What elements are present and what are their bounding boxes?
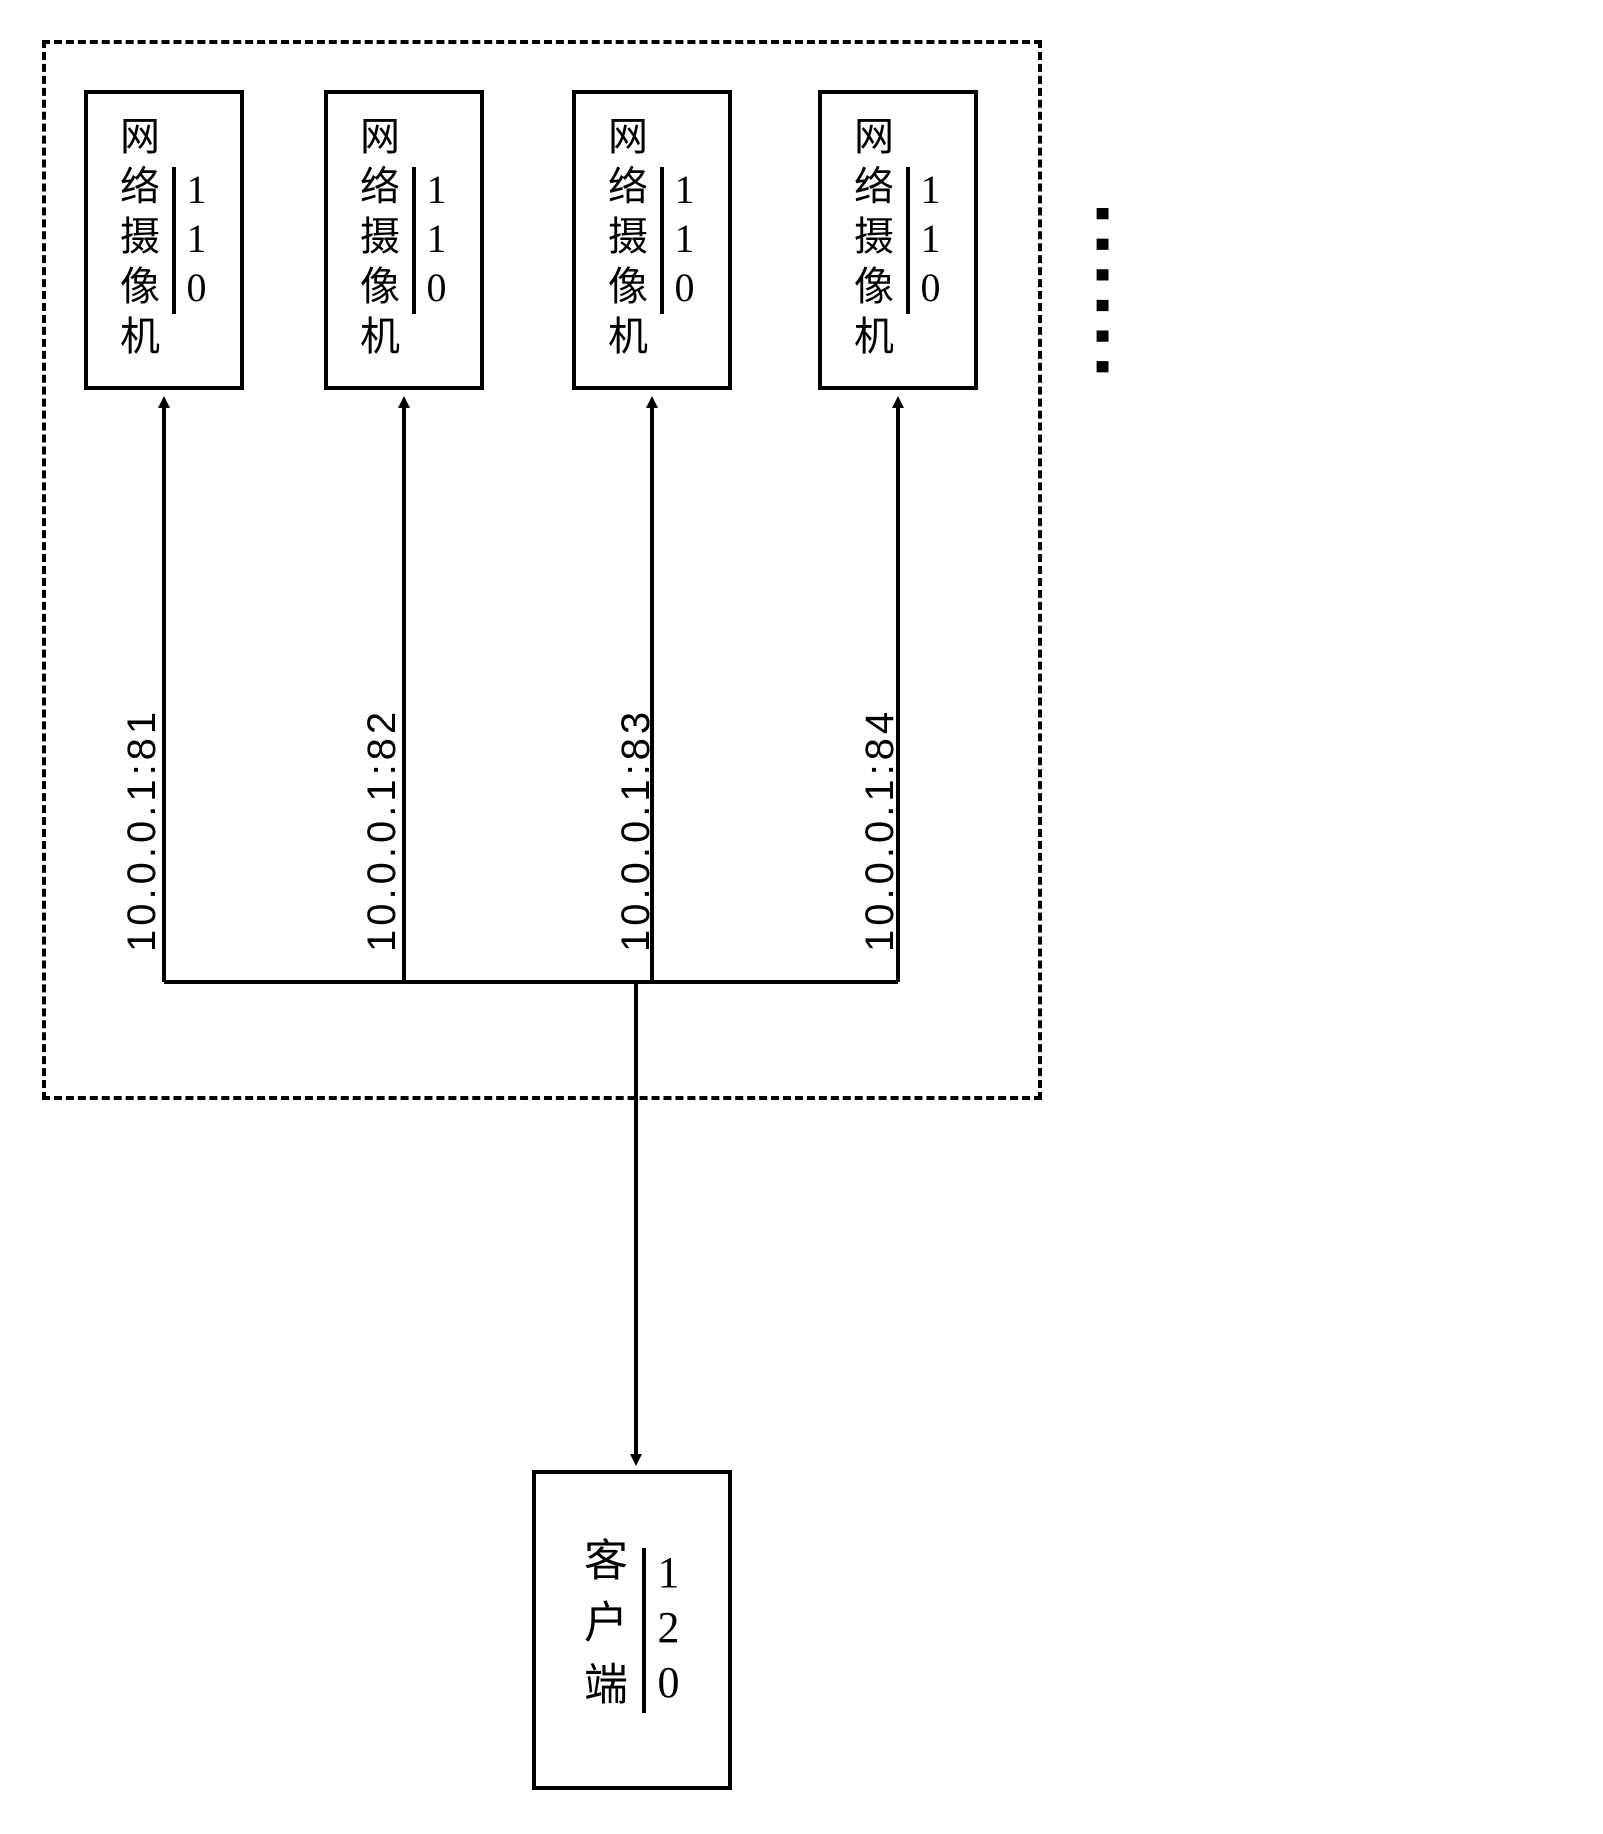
ellipsis-icon: ······ bbox=[1055, 194, 1147, 378]
camera-ref: 110 bbox=[907, 167, 954, 314]
ip-address-label: 10.0.0.1:84 bbox=[858, 708, 903, 952]
diagram-root: 网络摄像机 110 网络摄像机 110 网络摄像机 110 网络摄像机 110 … bbox=[42, 40, 1562, 1790]
camera-ref: 110 bbox=[661, 167, 708, 314]
camera-node: 网络摄像机 110 bbox=[324, 90, 484, 390]
camera-node: 网络摄像机 110 bbox=[572, 90, 732, 390]
camera-label: 网络摄像机 bbox=[595, 115, 653, 365]
camera-ref: 110 bbox=[173, 167, 220, 314]
client-node: 客户端 120 bbox=[532, 1470, 732, 1790]
camera-node: 网络摄像机 110 bbox=[84, 90, 244, 390]
camera-ref: 110 bbox=[413, 167, 460, 314]
camera-label: 网络摄像机 bbox=[107, 115, 165, 365]
client-label: 客户端 bbox=[569, 1537, 633, 1723]
ip-address-label: 10.0.0.1:81 bbox=[120, 708, 165, 952]
ip-address-label: 10.0.0.1:83 bbox=[614, 708, 659, 952]
client-ref: 120 bbox=[643, 1548, 694, 1713]
camera-node: 网络摄像机 110 bbox=[818, 90, 978, 390]
ip-address-label: 10.0.0.1:82 bbox=[360, 708, 405, 952]
camera-label: 网络摄像机 bbox=[347, 115, 405, 365]
camera-label: 网络摄像机 bbox=[841, 115, 899, 365]
